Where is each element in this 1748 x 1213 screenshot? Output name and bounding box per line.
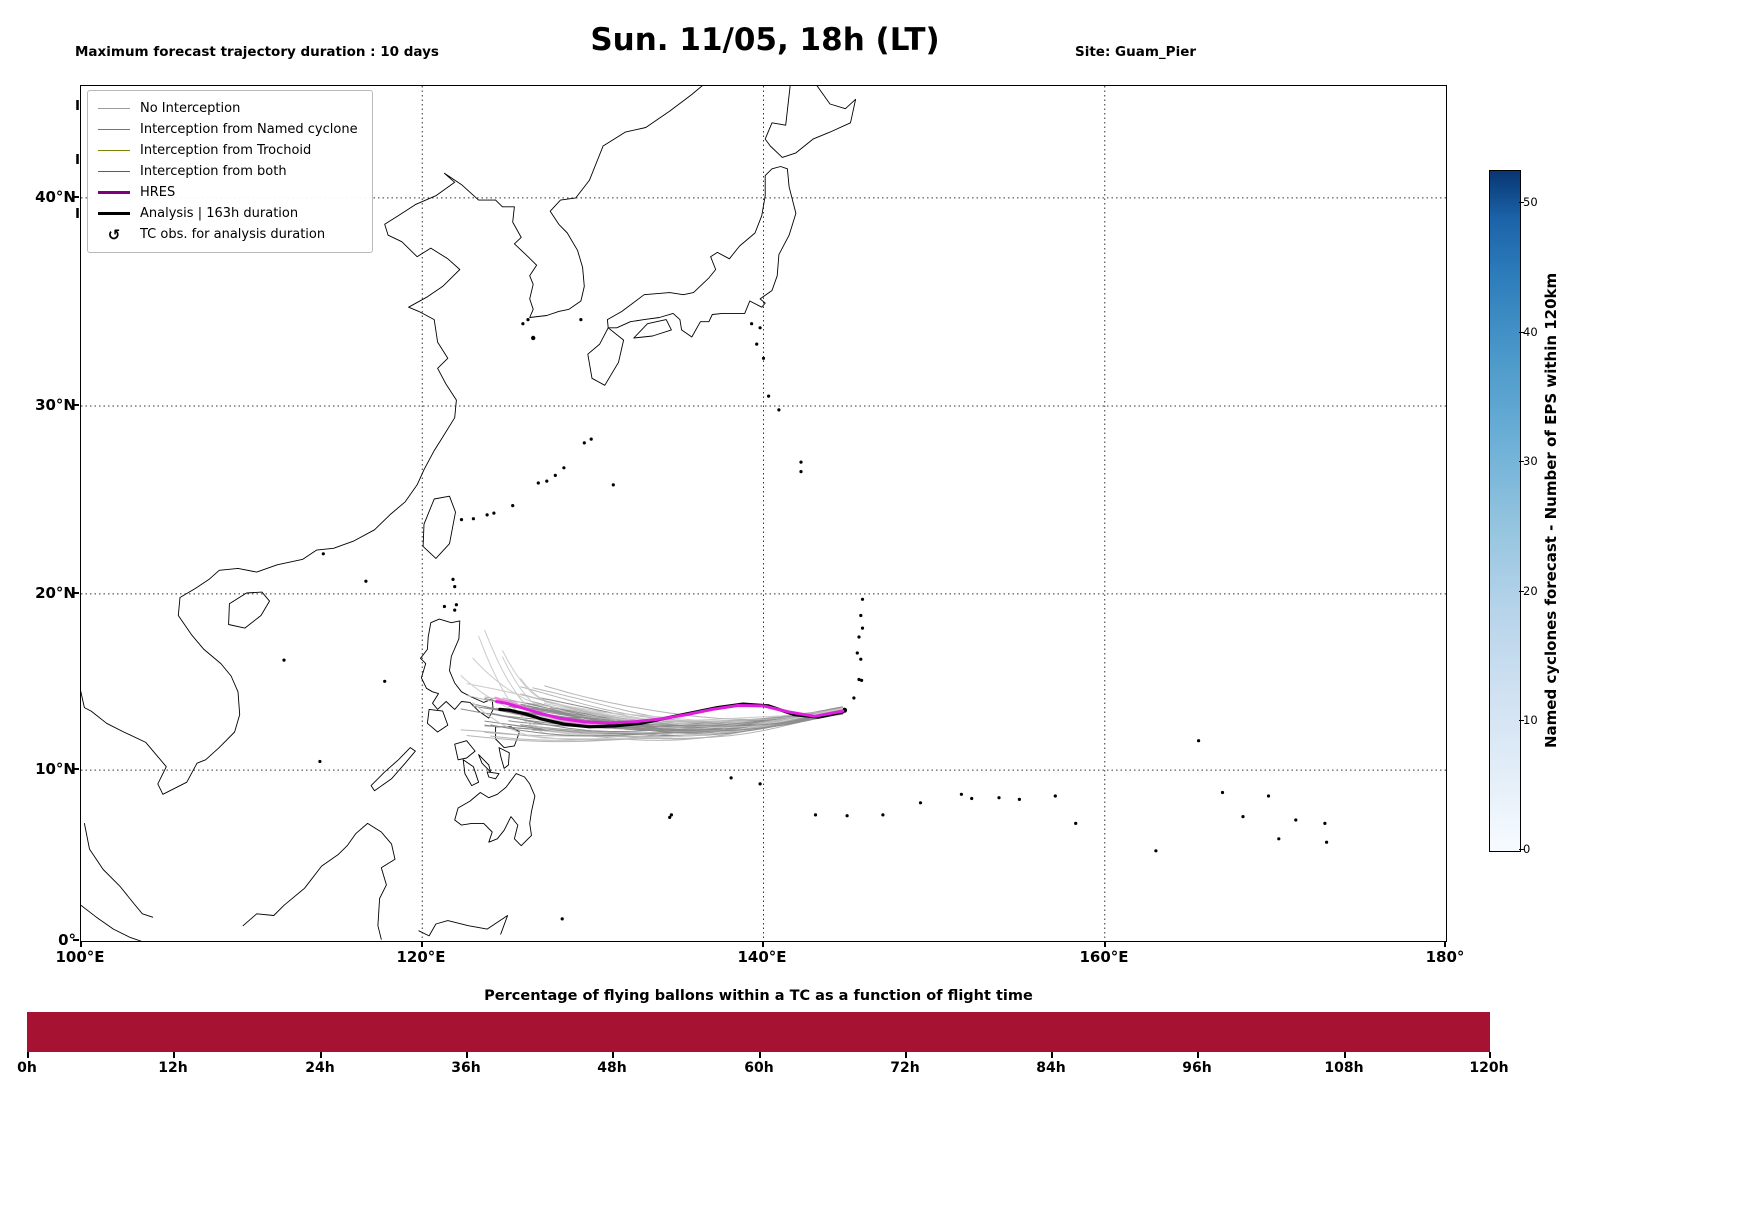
colorbar-tick-40: 40 [1523, 325, 1538, 339]
bottom-tick-72h: 72h [890, 1060, 920, 1076]
y-tick-10n: 10°N [35, 760, 76, 778]
bottom-chart-title: Percentage of flying ballons within a TC… [484, 988, 1033, 1004]
x-tickmark [1444, 941, 1446, 947]
x-tick-120e: 120°E [396, 948, 446, 966]
bottom-tick-84h: 84h [1036, 1060, 1066, 1076]
max-duration-line: Maximum forecast trajectory duration : 1… [75, 44, 439, 60]
legend-item-tc-obs: ↺ TC obs. for analysis duration [98, 224, 358, 245]
map-canvas [81, 86, 1446, 941]
colorbar-tick-50: 50 [1523, 195, 1538, 209]
bottom-tick-0h: 0h [17, 1060, 37, 1076]
bottom-tickmark [612, 1052, 614, 1058]
legend-item-trochoid: Interception from Trochoid [98, 140, 358, 161]
named-cyclone-line-swatch [98, 128, 130, 131]
bottom-tickmark [27, 1052, 29, 1058]
bottom-tickmark [1051, 1052, 1053, 1058]
y-tickmark [73, 592, 79, 594]
bottom-tickmark [1344, 1052, 1346, 1058]
x-tickmark [1104, 941, 1106, 947]
bottom-tickmark [759, 1052, 761, 1058]
colorbar-label: Named cyclones forecast - Number of EPS … [1542, 272, 1560, 748]
bottom-tick-96h: 96h [1182, 1060, 1212, 1076]
y-tickmark [73, 196, 79, 198]
bottom-tickmark [466, 1052, 468, 1058]
no-interception-line-swatch [98, 107, 130, 110]
x-tick-180: 180° [1425, 948, 1465, 966]
bottom-tick-120h: 120h [1469, 1060, 1509, 1076]
y-tick-20n: 20°N [35, 584, 76, 602]
site-line: Site: Guam_Pier [1075, 44, 1197, 60]
analysis-line-swatch [98, 211, 130, 216]
bottom-tick-60h: 60h [744, 1060, 774, 1076]
legend-item-both: Interception from both [98, 161, 358, 182]
y-tick-30n: 30°N [35, 396, 76, 414]
map-legend: No Interception Interception from Named … [87, 90, 373, 253]
x-tick-100e: 100°E [55, 948, 105, 966]
tc-obs-icon: ↺ [107, 225, 121, 244]
colorbar-tickmark [1519, 202, 1524, 204]
y-tick-0: 0° [58, 931, 76, 949]
balloon-percentage-chart [27, 1012, 1490, 1052]
colorbar-tickmark [1519, 461, 1524, 463]
bottom-tickmark [173, 1052, 175, 1058]
bottom-tickmark [1489, 1052, 1491, 1058]
legend-item-analysis: Analysis | 163h duration [98, 203, 358, 224]
x-tickmark [762, 941, 764, 947]
colorbar-tickmark [1519, 332, 1524, 334]
eps-count-colorbar [1489, 170, 1521, 852]
x-tickmark [421, 941, 423, 947]
legend-item-no-interception: No Interception [98, 98, 358, 119]
trochoid-line-swatch [98, 149, 130, 152]
y-tick-40n: 40°N [35, 188, 76, 206]
colorbar-tickmark [1519, 720, 1524, 722]
legend-item-hres: HRES [98, 182, 358, 203]
bottom-tick-48h: 48h [597, 1060, 627, 1076]
bottom-tick-108h: 108h [1324, 1060, 1364, 1076]
bottom-tickmark [1197, 1052, 1199, 1058]
colorbar-tick-10: 10 [1523, 713, 1538, 727]
colorbar-tickmark [1519, 849, 1524, 851]
hres-line-swatch [98, 190, 130, 195]
both-line-swatch [98, 170, 130, 173]
percentage-bar [27, 1012, 1490, 1052]
legend-item-named-cyclone: Interception from Named cyclone [98, 119, 358, 140]
bottom-tickmark [320, 1052, 322, 1058]
x-tickmark [80, 941, 82, 947]
bottom-tickmark [905, 1052, 907, 1058]
bottom-tick-24h: 24h [305, 1060, 335, 1076]
y-tickmark [73, 404, 79, 406]
trajectory-map: No Interception Interception from Named … [80, 85, 1447, 942]
colorbar-tickmark [1519, 591, 1524, 593]
colorbar-tick-20: 20 [1523, 584, 1538, 598]
page-title: Sun. 11/05, 18h (LT) [590, 22, 940, 58]
y-tickmark [73, 768, 79, 770]
x-tick-140e: 140°E [737, 948, 787, 966]
y-tickmark [73, 939, 79, 941]
bottom-tick-36h: 36h [451, 1060, 481, 1076]
x-tick-160e: 160°E [1079, 948, 1129, 966]
colorbar-tick-30: 30 [1523, 454, 1538, 468]
colorbar-tick-0: 0 [1523, 842, 1531, 856]
bottom-tick-12h: 12h [158, 1060, 188, 1076]
